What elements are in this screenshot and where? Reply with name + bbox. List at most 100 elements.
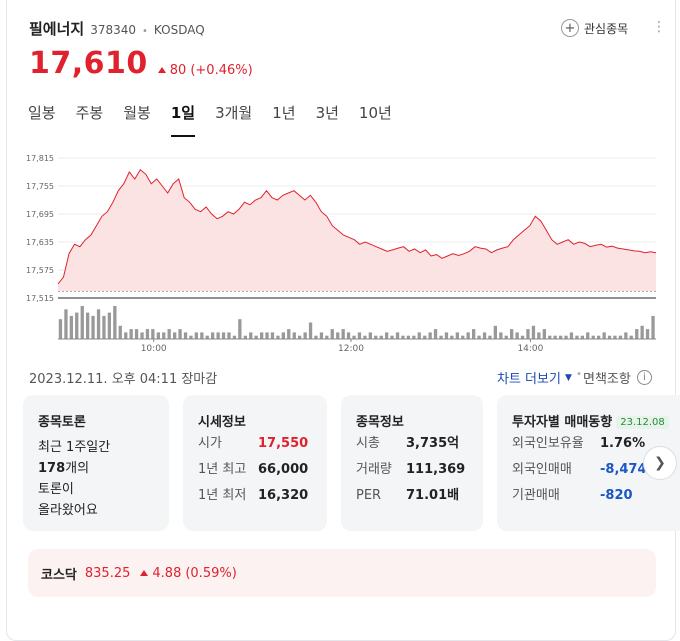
info-key: 시총 — [356, 436, 380, 451]
info-icon: i — [636, 370, 652, 385]
volume-bar — [488, 335, 492, 339]
chart-more-label: 차트 더보기 — [497, 372, 561, 387]
quote-panel[interactable]: 시세정보 시가 17,550 1년 최고 66,000 1년 최저 16,320 — [183, 395, 327, 531]
volume-bar — [559, 335, 563, 339]
volume-bar — [499, 332, 503, 339]
investor-value: -820 — [600, 488, 633, 503]
y-tick-label: 17,695 — [26, 210, 54, 219]
volume-bar — [423, 335, 427, 339]
period-tabs: 일봉 주봉 월봉 1일 3개월 1년 3년 10년 — [28, 102, 412, 137]
up-arrow-icon — [140, 570, 149, 576]
disclaimer-link[interactable]: 면책조항 i — [583, 368, 652, 387]
volume-bar — [162, 332, 166, 339]
tab-3year[interactable]: 3년 — [315, 104, 339, 122]
tab-weekly[interactable]: 주봉 — [75, 104, 104, 122]
price-row: 17,610 80 (+0.46%) — [29, 46, 253, 81]
quote-key: 1년 최고 — [198, 462, 247, 477]
tab-3month[interactable]: 3개월 — [215, 104, 253, 122]
volume-bar — [553, 335, 557, 339]
kosdaq-index-bar[interactable]: 코스닥 835.25 4.88 (0.59%) — [28, 549, 656, 597]
tab-1year[interactable]: 1년 — [272, 104, 296, 122]
investor-row-foreign-hold: 외국인보유율 1.76% — [512, 431, 647, 457]
volume-bar — [151, 329, 155, 339]
discussion-title: 종목토론 — [38, 415, 86, 430]
investor-key: 외국인보유율 — [512, 436, 584, 451]
volume-bar — [232, 335, 237, 339]
volume-bar — [428, 332, 432, 339]
quote-value: 66,000 — [258, 462, 309, 477]
discussion-line3: 토론이 — [38, 482, 74, 497]
info-row-marketcap: 시총 3,735억 — [356, 431, 465, 457]
volume-bar — [336, 332, 340, 339]
volume-bar — [221, 332, 226, 339]
volume-bar — [270, 332, 275, 339]
volume-bar — [602, 332, 606, 339]
volume-bar — [651, 315, 655, 339]
investor-value: -8,474 — [600, 462, 647, 477]
tab-daily[interactable]: 일봉 — [28, 104, 56, 122]
volume-bar — [401, 335, 405, 339]
info-body: 시총 3,735억 거래량 111,369 PER 71.01배 — [356, 431, 465, 509]
volume-bar — [298, 335, 302, 339]
volume-bar — [597, 335, 601, 339]
more-options-icon[interactable]: ⋮ — [652, 19, 666, 35]
volume-bar — [319, 332, 324, 339]
discussion-line2: 178개의 — [38, 458, 110, 479]
volume-bar — [444, 332, 449, 339]
volume-bar — [531, 325, 536, 339]
volume-bar — [281, 332, 285, 339]
volume-bar — [211, 332, 215, 339]
tab-1day[interactable]: 1일 — [170, 102, 196, 137]
volume-bar — [102, 315, 106, 339]
x-tick-label: 12:00 — [338, 344, 364, 354]
quote-body: 시가 17,550 1년 최고 66,000 1년 최저 16,320 — [198, 431, 308, 509]
volume-bar — [352, 335, 356, 339]
volume-bar — [292, 332, 296, 339]
stock-code: 378340 — [90, 23, 137, 37]
volume-bar — [249, 332, 253, 339]
volume-bar — [91, 315, 95, 339]
volume-bar — [624, 332, 628, 339]
discussion-panel[interactable]: 종목토론 최근 1주일간 178개의 토론이 올라왔어요 — [23, 395, 169, 531]
info-panel[interactable]: 종목정보 시총 3,735억 거래량 111,369 PER 71.01배 — [341, 395, 483, 531]
volume-bar — [591, 335, 595, 339]
watchlist-button[interactable]: + 관심종목 — [561, 19, 628, 37]
quote-value: 17,550 — [258, 436, 309, 451]
info-key: 거래량 — [356, 462, 392, 477]
discussion-line1: 최근 1주일간 — [38, 440, 111, 455]
volume-bar — [107, 312, 111, 339]
quote-row-high: 1년 최고 66,000 — [198, 457, 308, 483]
volume-bar — [537, 332, 541, 339]
market-name: KOSDAQ — [153, 23, 205, 37]
volume-bar — [134, 329, 139, 339]
intraday-chart[interactable]: 17,815 17,755 17,695 17,635 17,575 17,515 10:0… — [26, 148, 660, 358]
index-change-percent: (0.59%) — [185, 565, 237, 581]
volume-bar — [515, 332, 519, 339]
volume-bar — [569, 332, 574, 339]
chevron-right-icon: ❯ — [654, 455, 666, 471]
change-percent: (+0.46%) — [190, 62, 253, 78]
next-panel-button[interactable]: ❯ — [643, 446, 677, 480]
volume-bar — [189, 335, 193, 339]
stock-header: 필에너지 378340 • KOSDAQ — [29, 18, 205, 39]
volume-bar — [265, 332, 269, 339]
tab-10year[interactable]: 10년 — [358, 104, 392, 122]
volume-bar — [586, 332, 590, 339]
investor-date-badge: 23.12.08 — [616, 416, 669, 429]
stock-name[interactable]: 필에너지 — [29, 20, 85, 38]
volume-bar — [461, 335, 465, 339]
volume-bar — [167, 329, 171, 339]
volume-bar — [477, 335, 481, 339]
tab-monthly[interactable]: 월봉 — [123, 104, 151, 122]
y-tick-label: 17,755 — [26, 182, 54, 191]
volume-bar — [254, 335, 258, 339]
volume-bar — [635, 329, 639, 339]
volume-bar — [607, 335, 612, 339]
volume-bar — [227, 332, 231, 339]
discussion-count-suffix: 개의 — [65, 461, 90, 476]
volume-bar — [357, 332, 362, 339]
volume-bar — [80, 306, 84, 339]
volume-bar — [308, 322, 313, 339]
volume-bar — [113, 306, 117, 339]
chart-more-link[interactable]: 차트 더보기 ▼ — [497, 368, 572, 387]
